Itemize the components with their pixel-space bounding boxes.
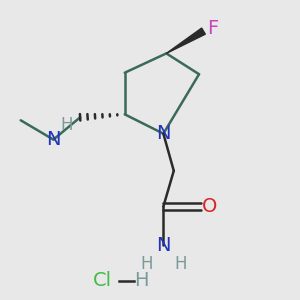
Text: H: H [61, 116, 73, 134]
Text: Cl: Cl [93, 271, 112, 290]
Text: N: N [156, 124, 171, 143]
Polygon shape [166, 28, 205, 53]
Text: H: H [174, 255, 187, 273]
Text: N: N [156, 236, 171, 255]
Text: N: N [46, 130, 61, 149]
Text: H: H [140, 255, 152, 273]
Text: O: O [202, 197, 218, 216]
Text: F: F [207, 19, 218, 38]
Text: H: H [134, 271, 148, 290]
